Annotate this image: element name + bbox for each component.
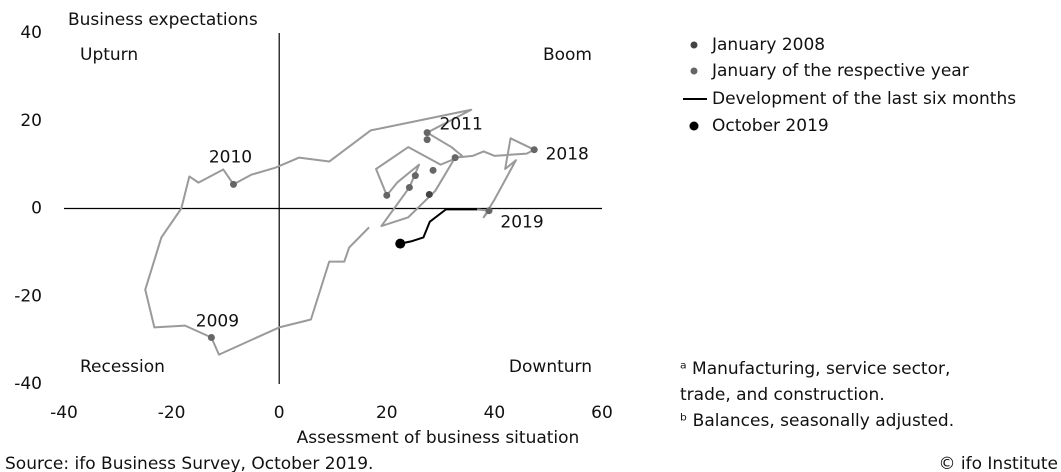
legend-label: January 2008 xyxy=(711,35,825,55)
quadrant-label: Recession xyxy=(80,357,165,377)
footnote: ᵇ Balances, seasonally adjusted. xyxy=(680,411,954,431)
point-label: 2019 xyxy=(500,213,543,233)
point xyxy=(429,166,437,174)
legend-swatch xyxy=(690,41,698,49)
point-label: 2010 xyxy=(209,147,252,167)
legend-label: October 2019 xyxy=(712,116,829,136)
y-tick-label: -20 xyxy=(14,286,42,306)
legend-label: January of the respective year xyxy=(711,61,969,81)
quadrant-label: Upturn xyxy=(80,45,138,65)
x-tick-label: -40 xyxy=(50,403,78,423)
point xyxy=(383,191,391,199)
point xyxy=(405,183,413,191)
footnote: ᵃ Manufacturing, service sector, xyxy=(680,359,950,379)
legend-swatch xyxy=(689,121,699,131)
legend-label: Development of the last six months xyxy=(712,89,1016,109)
point xyxy=(530,146,538,154)
y-tick-label: 40 xyxy=(20,23,42,43)
point xyxy=(207,333,215,341)
point xyxy=(423,129,431,137)
y-axis-title: Business expectations xyxy=(68,10,258,30)
point xyxy=(423,136,431,144)
x-tick-label: 40 xyxy=(484,403,506,423)
point xyxy=(411,172,419,180)
y-tick-label: 0 xyxy=(31,199,42,219)
point xyxy=(425,190,433,198)
point-label: 2011 xyxy=(440,115,483,135)
trace-line xyxy=(144,108,536,356)
point xyxy=(451,154,459,162)
x-tick-label: 0 xyxy=(274,403,285,423)
x-axis-title: Assessment of business situation xyxy=(297,428,580,448)
footnote: trade, and construction. xyxy=(680,385,885,405)
point-label: 2009 xyxy=(196,311,239,331)
source: Source: ifo Business Survey, October 201… xyxy=(5,454,373,472)
x-tick-label: 20 xyxy=(376,403,398,423)
x-tick-label: 60 xyxy=(591,403,613,423)
point xyxy=(485,207,493,215)
quadrant-label: Boom xyxy=(543,45,592,65)
point xyxy=(229,180,237,188)
x-tick-label: -20 xyxy=(158,403,186,423)
y-tick-label: -40 xyxy=(14,374,42,394)
point xyxy=(395,238,406,249)
legend-swatch xyxy=(690,67,698,75)
credit: © ifo Institute xyxy=(938,454,1058,472)
y-tick-label: 20 xyxy=(20,111,42,131)
recent-line xyxy=(400,208,478,245)
point-label: 2018 xyxy=(546,145,589,165)
quadrant-label: Downturn xyxy=(509,357,592,377)
